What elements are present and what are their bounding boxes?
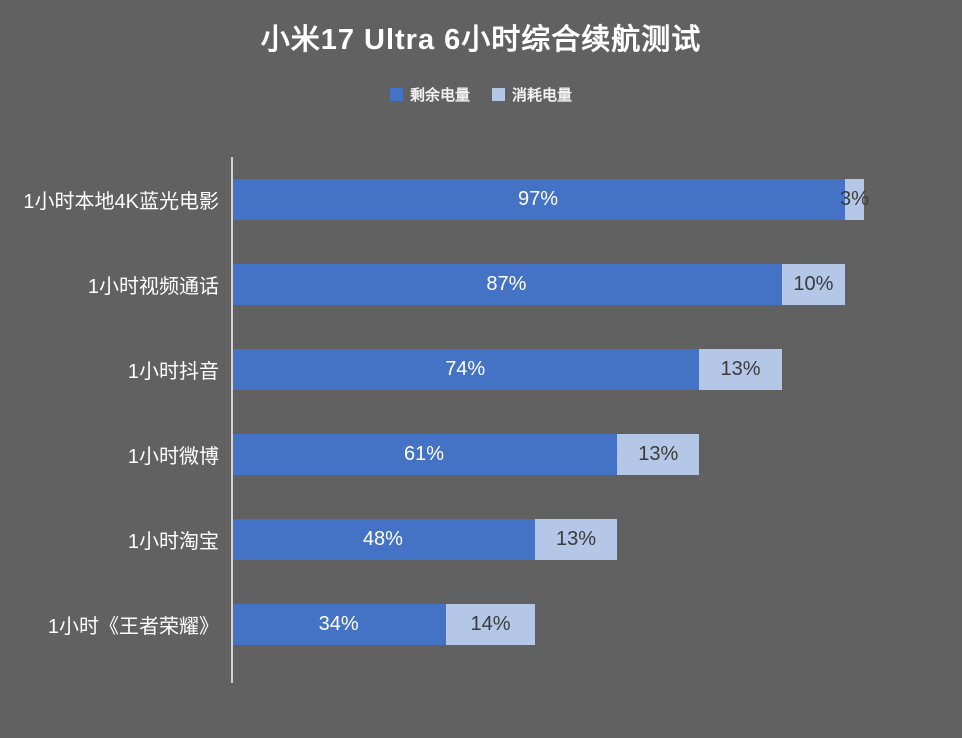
remaining-bar-segment: 34% <box>231 604 447 645</box>
bar-value-label: 87% <box>486 273 527 295</box>
bar-row: 1小时淘宝 48% 13% <box>0 497 962 582</box>
bar-value-label: 74% <box>445 358 486 380</box>
remaining-bar-segment: 48% <box>231 519 535 560</box>
bar-row: 1小时微博 61% 13% <box>0 412 962 497</box>
bar-value-label: 10% <box>793 273 834 295</box>
category-label: 1小时视频通话 <box>87 276 219 298</box>
bar-plot-area: 34% 14% <box>231 604 962 645</box>
bar-row: 1小时《王者荣耀》 34% 14% <box>0 582 962 667</box>
chart-title: 小米17 Ultra 6小时综合续航测试 <box>260 24 702 56</box>
remaining-bar-segment: 61% <box>231 434 618 475</box>
category-label: 1小时《王者荣耀》 <box>47 616 219 638</box>
legend-item-consumed: 消耗电量 <box>492 84 572 105</box>
category-label: 1小时淘宝 <box>127 531 219 553</box>
bar-value-label: 14% <box>470 613 511 635</box>
category-label: 1小时微博 <box>127 446 219 468</box>
bar-row: 1小时抖音 74% 13% <box>0 327 962 412</box>
consumed-bar-segment: 13% <box>617 434 700 475</box>
remaining-bar-segment: 87% <box>231 264 782 305</box>
bar-value-label: 13% <box>638 443 679 465</box>
bar-plot-area: 61% 13% <box>231 434 962 475</box>
bar-value-label: 48% <box>362 528 403 550</box>
bar-value-label: 61% <box>404 443 445 465</box>
legend-swatch-consumed-icon <box>492 88 505 101</box>
bar-value-label: 13% <box>555 528 596 550</box>
bar-plot-area: 97% 3% <box>231 179 962 220</box>
bar-value-label: 3% <box>840 188 869 210</box>
legend: 剩余电量 消耗电量 <box>0 84 962 105</box>
consumed-bar-segment: 13% <box>699 349 782 390</box>
bar-value-label: 13% <box>720 358 761 380</box>
category-label: 1小时抖音 <box>127 361 219 383</box>
bar-value-label: 97% <box>517 188 559 210</box>
bar-row: 1小时视频通话 87% 10% <box>0 242 962 327</box>
bar-plot-area: 87% 10% <box>231 264 962 305</box>
category-label: 1小时本地4K蓝光电影 <box>23 191 219 213</box>
bar-row: 1小时本地4K蓝光电影 97% 3% <box>0 157 962 242</box>
consumed-bar-segment: 3% <box>840 179 869 220</box>
legend-label-consumed: 消耗电量 <box>512 87 573 104</box>
bar-value-label: 34% <box>318 613 359 635</box>
bar-plot-area: 48% 13% <box>231 519 962 560</box>
legend-swatch-remaining-icon <box>389 88 403 101</box>
legend-label-remaining: 剩余电量 <box>409 87 470 104</box>
remaining-bar-segment: 74% <box>231 349 700 390</box>
y-axis-line <box>231 157 233 683</box>
consumed-bar-segment: 13% <box>534 519 618 560</box>
bar-plot-area: 74% 13% <box>231 349 962 390</box>
legend-item-remaining: 剩余电量 <box>389 84 470 105</box>
consumed-bar-segment: 10% <box>781 264 845 305</box>
bar-chart: 1小时本地4K蓝光电影 97% 3% 1小时视频通话 87% 10% 1小时抖音 74% 13%… <box>0 157 962 683</box>
remaining-bar-segment: 97% <box>231 179 845 220</box>
consumed-bar-segment: 14% <box>446 604 535 645</box>
